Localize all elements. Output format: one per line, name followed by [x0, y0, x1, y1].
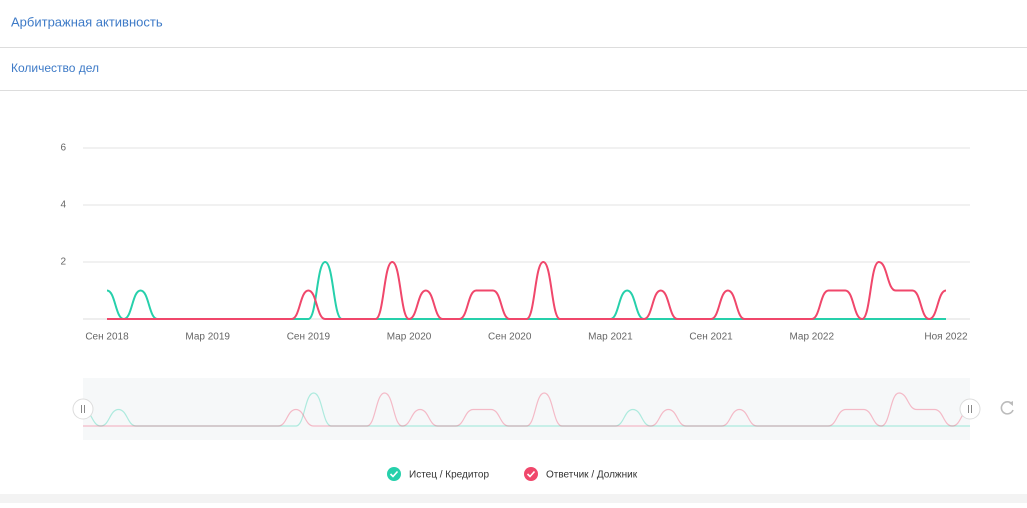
- x-tick-label: Мар 2021: [588, 332, 633, 343]
- reset-zoom-button[interactable]: [1000, 401, 1014, 415]
- legend-check: [526, 470, 536, 478]
- navigator-handle-left[interactable]: [72, 398, 94, 420]
- x-tick-label: Мар 2020: [387, 332, 432, 343]
- x-tick-label: Сен 2021: [689, 332, 733, 343]
- legend-marker[interactable]: [524, 467, 538, 481]
- legend-check: [389, 470, 399, 478]
- footer-band: [0, 494, 1027, 503]
- legend-label[interactable]: Истец / Кредитор: [409, 470, 489, 481]
- y-tick-label: 4: [60, 200, 66, 211]
- series-line: [106, 260, 946, 321]
- x-tick-label: Ноя 2022: [924, 332, 968, 343]
- navigator-line: [82, 392, 970, 427]
- section-title: Количество дел: [11, 61, 99, 75]
- navigator-line: [83, 392, 971, 427]
- navigator[interactable]: [83, 378, 970, 440]
- navigator-handle-right[interactable]: [959, 398, 981, 420]
- legend-marker[interactable]: [387, 467, 401, 481]
- y-tick-label: 2: [60, 257, 66, 268]
- series-line: [106, 260, 947, 321]
- page-title: Арбитражная активность: [11, 14, 163, 29]
- legend-label[interactable]: Ответчик / Должник: [546, 470, 638, 481]
- x-tick-label: Мар 2022: [789, 332, 834, 343]
- x-tick-label: Сен 2019: [287, 332, 331, 343]
- x-tick-label: Сен 2020: [488, 332, 532, 343]
- y-tick-label: 6: [60, 143, 66, 154]
- x-tick-label: Сен 2018: [85, 332, 129, 343]
- x-tick-label: Мар 2019: [185, 332, 230, 343]
